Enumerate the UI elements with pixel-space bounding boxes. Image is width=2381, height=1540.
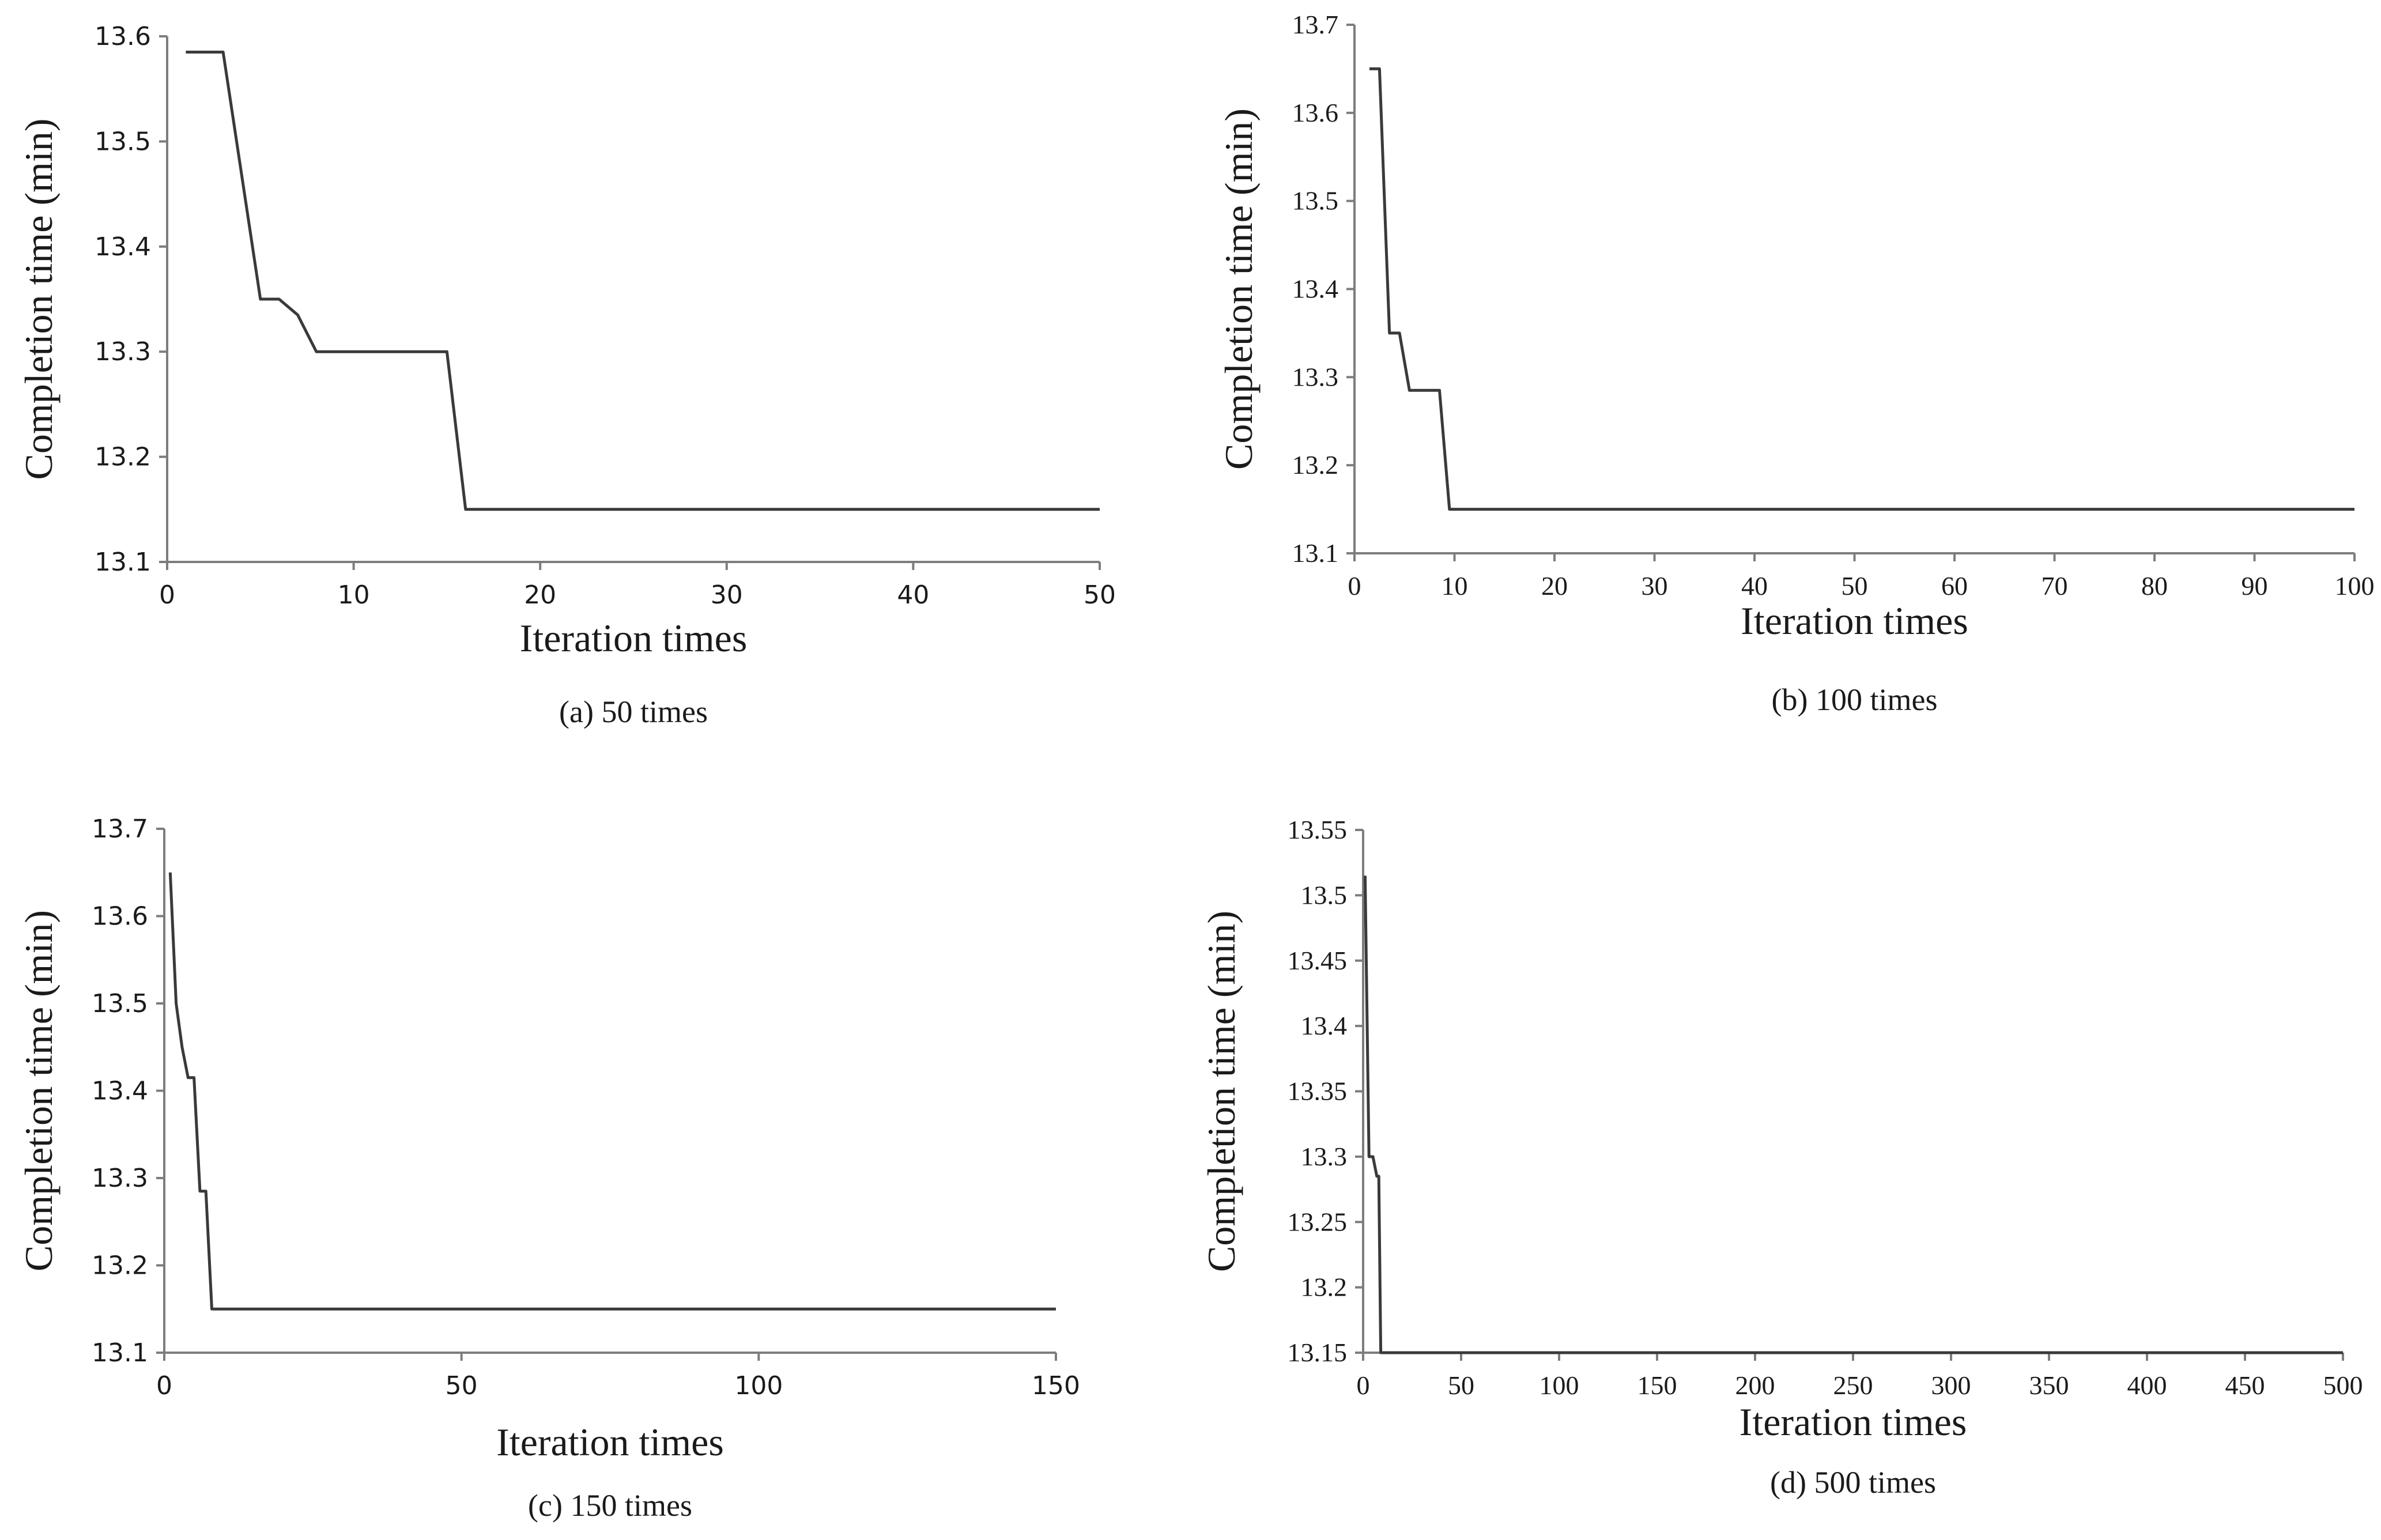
- y-axis-title: Completion time (min): [1217, 108, 1261, 470]
- x-tick-label: 40: [1741, 571, 1768, 601]
- x-tick-label: 350: [2029, 1371, 2069, 1400]
- y-tick-label: 13.7: [92, 814, 148, 844]
- y-tick-label: 13.2: [1292, 450, 1339, 480]
- x-tick-label: 450: [2225, 1371, 2265, 1400]
- y-tick-label: 13.6: [92, 902, 148, 931]
- x-axis-title: Iteration times: [496, 1420, 724, 1464]
- x-tick-label: 60: [1941, 571, 1968, 601]
- chart-panel-2: 13.1 13.2 13.3 13.4 13.5 13.6 13.7 0 10 20 30 40 50 6…: [1217, 10, 2375, 717]
- y-tick-label: 13.2: [95, 443, 151, 472]
- x-tick-label: 400: [2127, 1371, 2167, 1400]
- y-tick-label: 13.1: [95, 548, 151, 577]
- x-tick-label: 20: [524, 580, 556, 610]
- x-tick-label: 150: [1637, 1371, 1677, 1400]
- y-tick-label: 13.2: [92, 1251, 148, 1281]
- panel-caption: (a) 50 times: [559, 694, 708, 729]
- x-axis-title: Iteration times: [520, 616, 748, 660]
- x-tick-label: 20: [1541, 571, 1568, 601]
- chart-panel-4: 13.15 13.2 13.25 13.3 13.35 13.4 13.45 13.5 13.5…: [1199, 815, 2363, 1500]
- x-axis-title: Iteration times: [1741, 599, 1968, 643]
- x-tick-label: 50: [1448, 1371, 1474, 1400]
- x-tick-label: 50: [1842, 571, 1868, 601]
- x-tick-label: 90: [2242, 571, 2268, 601]
- y-tick-label: 13.3: [95, 337, 151, 367]
- y-tick-label: 13.4: [95, 232, 151, 262]
- y-tick-label: 13.15: [1288, 1338, 1348, 1367]
- y-tick-label: 13.35: [1288, 1077, 1348, 1106]
- y-tick-label: 13.55: [1288, 815, 1348, 844]
- panel-caption: (b) 100 times: [1772, 682, 1938, 717]
- x-tick-label: 0: [1348, 571, 1361, 601]
- x-tick-label: 100: [1539, 1371, 1579, 1400]
- y-tick-label: 13.25: [1288, 1207, 1348, 1236]
- chart-panel-3: 13.1 13.2 13.3 13.4 13.5 13.6 13.7 0 50 100 150 Ite…: [17, 814, 1080, 1523]
- x-tick-label: 50: [446, 1371, 478, 1401]
- x-tick-label: 40: [897, 580, 929, 610]
- y-tick-label: 13.6: [95, 22, 151, 51]
- x-tick-label: 10: [338, 580, 370, 610]
- y-tick-label: 13.5: [95, 127, 151, 156]
- x-axis-title: Iteration times: [1739, 1400, 1967, 1444]
- y-tick-label: 13.6: [1292, 98, 1339, 127]
- y-tick-label: 13.3: [1301, 1142, 1348, 1171]
- series-line-1: [1369, 67, 2354, 511]
- x-tick-label: 0: [156, 1371, 172, 1401]
- x-tick-label: 100: [2335, 571, 2375, 601]
- x-tick-label: 30: [711, 580, 743, 610]
- y-tick-label: 13.1: [92, 1338, 148, 1368]
- y-tick-label: 13.7: [1292, 10, 1339, 39]
- panel-caption: (c) 150 times: [528, 1488, 692, 1523]
- series-line-1: [1363, 875, 2343, 1354]
- y-axis-title: Completion time (min): [17, 910, 61, 1271]
- x-tick-label: 80: [2141, 571, 2168, 601]
- x-tick-label: 30: [1642, 571, 1668, 601]
- panel-caption: (d) 500 times: [1770, 1465, 1936, 1500]
- x-tick-label: 50: [1084, 580, 1116, 610]
- x-tick-label: 300: [1931, 1371, 1971, 1400]
- y-axis-title: Completion time (min): [1199, 911, 1243, 1272]
- x-tick-label: 100: [734, 1371, 783, 1401]
- y-tick-label: 13.4: [92, 1077, 148, 1106]
- series-line-1: [186, 50, 1100, 511]
- x-tick-label: 500: [2323, 1371, 2363, 1400]
- x-tick-label: 0: [1357, 1371, 1370, 1400]
- x-tick-label: 150: [1032, 1371, 1080, 1401]
- x-tick-label: 250: [1833, 1371, 1873, 1400]
- y-tick-label: 13.5: [92, 989, 148, 1018]
- y-tick-label: 13.45: [1288, 946, 1348, 975]
- y-tick-label: 13.1: [1292, 538, 1339, 568]
- y-tick-label: 13.3: [1292, 362, 1339, 391]
- chart-panel-1: 13.1 13.2 13.3 13.4 13.5 13.6 0 10 20 30 40 50 Itera…: [17, 22, 1116, 729]
- y-tick-label: 13.5: [1292, 186, 1339, 216]
- y-tick-label: 13.4: [1301, 1011, 1348, 1040]
- y-axis-title: Completion time (min): [17, 118, 61, 480]
- y-tick-label: 13.5: [1301, 880, 1348, 909]
- y-tick-label: 13.2: [1301, 1273, 1348, 1302]
- y-tick-label: 13.4: [1292, 274, 1339, 304]
- x-tick-label: 0: [159, 580, 175, 610]
- series-line-1: [168, 872, 1056, 1311]
- y-tick-label: 13.3: [92, 1164, 148, 1193]
- x-tick-label: 10: [1442, 571, 1468, 601]
- x-tick-label: 70: [2042, 571, 2068, 601]
- x-tick-label: 200: [1735, 1371, 1775, 1400]
